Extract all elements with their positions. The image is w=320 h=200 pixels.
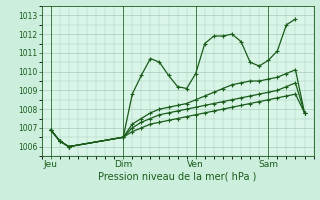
X-axis label: Pression niveau de la mer( hPa ): Pression niveau de la mer( hPa ) [99,172,257,182]
